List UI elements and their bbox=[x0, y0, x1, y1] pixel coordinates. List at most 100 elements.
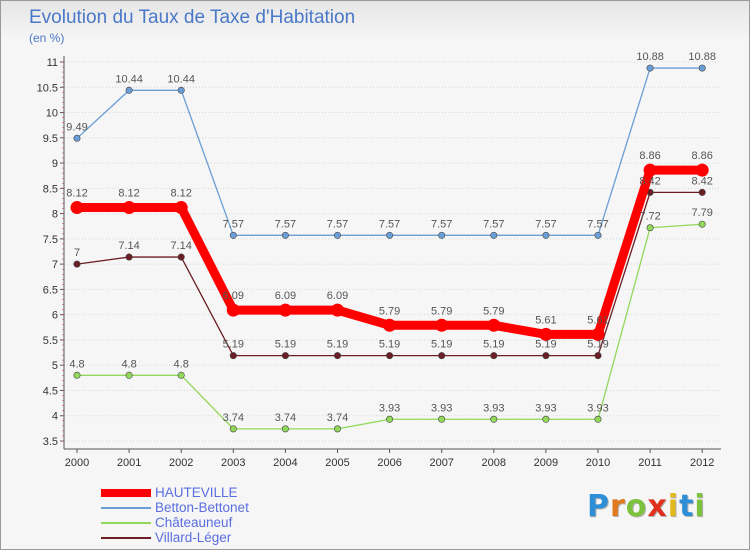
data-label: 10.44 bbox=[115, 73, 143, 85]
y-tick-label: 4 bbox=[52, 411, 58, 423]
logo-letter: x bbox=[647, 489, 668, 524]
y-tick-label: 6.5 bbox=[43, 284, 58, 296]
data-point bbox=[698, 220, 706, 228]
y-tick-label: 8.5 bbox=[43, 183, 58, 195]
data-label: 3.74 bbox=[275, 412, 296, 424]
data-label: 7.57 bbox=[483, 218, 504, 230]
logo-letter: i bbox=[694, 489, 706, 524]
data-label: 7.79 bbox=[691, 207, 712, 219]
x-tick-label: 2004 bbox=[273, 457, 297, 469]
data-point bbox=[229, 425, 237, 433]
y-tick-label: 10 bbox=[46, 108, 58, 120]
data-label: 7.57 bbox=[327, 218, 348, 230]
series-lines bbox=[70, 64, 709, 433]
legend-item: Villard-Léger bbox=[101, 530, 249, 545]
data-point bbox=[73, 134, 81, 142]
data-label: 3.74 bbox=[327, 412, 348, 424]
data-label: 6.09 bbox=[223, 290, 244, 302]
data-label: 8.86 bbox=[691, 150, 712, 162]
data-point bbox=[70, 201, 84, 215]
data-labels: 7 7.14 7.14 5.19 5.19 5.19 5.19 5.19 5.19 5.19 5.1… bbox=[66, 51, 716, 424]
y-tick-label: 6 bbox=[52, 310, 58, 322]
data-point bbox=[177, 253, 185, 261]
y-tick-label: 8 bbox=[52, 209, 58, 221]
data-point bbox=[73, 371, 81, 379]
data-point bbox=[278, 303, 292, 317]
data-label: 3.93 bbox=[483, 402, 504, 414]
logo-letter: t bbox=[679, 489, 695, 524]
data-label: 8.12 bbox=[66, 188, 87, 200]
data-point bbox=[646, 224, 654, 232]
x-tick-label: 2012 bbox=[690, 457, 714, 469]
data-point bbox=[226, 303, 240, 317]
x-tick-label: 2006 bbox=[377, 457, 401, 469]
legend-item: Châteauneuf bbox=[101, 515, 249, 530]
data-label: 3.93 bbox=[587, 402, 608, 414]
logo-letter: o bbox=[625, 489, 648, 524]
data-point bbox=[177, 86, 185, 94]
data-point bbox=[281, 231, 289, 239]
data-point bbox=[591, 327, 605, 341]
x-tick-label: 2005 bbox=[325, 457, 349, 469]
data-point bbox=[539, 327, 553, 341]
y-tick-label: 4.5 bbox=[43, 385, 58, 397]
y-tick-label: 9 bbox=[52, 158, 58, 170]
data-point bbox=[438, 352, 446, 360]
data-label: 5.19 bbox=[379, 339, 400, 351]
data-label: 7.57 bbox=[587, 218, 608, 230]
data-point bbox=[487, 318, 501, 332]
y-tick-label: 11 bbox=[47, 57, 58, 69]
data-label: 5.19 bbox=[223, 339, 244, 351]
data-point bbox=[490, 415, 498, 423]
data-label: 8.42 bbox=[691, 175, 712, 187]
data-point bbox=[490, 352, 498, 360]
data-label: 5.19 bbox=[483, 339, 504, 351]
data-label: 8.86 bbox=[639, 150, 660, 162]
data-point bbox=[695, 163, 709, 177]
legend: HAUTEVILLE Betton-Bettonet Châteauneuf Vill… bbox=[101, 485, 249, 545]
data-point bbox=[386, 231, 394, 239]
data-point bbox=[698, 64, 706, 72]
data-point bbox=[281, 352, 289, 360]
data-point bbox=[281, 425, 289, 433]
x-tick-label: 2001 bbox=[117, 457, 141, 469]
legend-item: HAUTEVILLE bbox=[101, 485, 249, 500]
data-point bbox=[594, 352, 602, 360]
data-label: 3.74 bbox=[223, 412, 244, 424]
axes: 3.5 4 4.5 5 5.5 6 6.5 7 7.5 8 8.5 9 9.5 10 10.5 11 2000 2… bbox=[37, 56, 721, 469]
data-point bbox=[594, 415, 602, 423]
data-point bbox=[122, 201, 136, 215]
data-label: 7.72 bbox=[639, 211, 660, 223]
data-label: 4.8 bbox=[121, 358, 136, 370]
data-point bbox=[542, 352, 550, 360]
chart-unit-label: (en %) bbox=[29, 31, 65, 45]
data-label: 4.8 bbox=[174, 358, 189, 370]
y-tick-label: 5 bbox=[52, 360, 58, 372]
y-tick-label: 10.5 bbox=[37, 82, 58, 94]
legend-label: HAUTEVILLE bbox=[155, 485, 238, 500]
data-label: 10.88 bbox=[688, 51, 716, 63]
data-label: 10.88 bbox=[636, 51, 664, 63]
y-tick-label: 3.5 bbox=[43, 436, 58, 448]
data-label: 4.8 bbox=[69, 358, 84, 370]
legend-swatch bbox=[101, 521, 151, 524]
data-label: 7 bbox=[74, 247, 80, 259]
proxiti-logo: Proxiti bbox=[587, 489, 706, 524]
data-label: 7.57 bbox=[379, 218, 400, 230]
data-point bbox=[542, 415, 550, 423]
data-label: 5.61 bbox=[535, 314, 556, 326]
legend-swatch bbox=[101, 488, 151, 497]
data-label: 8.12 bbox=[118, 188, 139, 200]
data-label: 7.14 bbox=[170, 240, 191, 252]
legend-swatch bbox=[101, 536, 151, 539]
data-label: 5.79 bbox=[483, 305, 504, 317]
data-label: 3.93 bbox=[379, 402, 400, 414]
x-tick-label: 2007 bbox=[429, 457, 453, 469]
data-point bbox=[333, 352, 341, 360]
data-point bbox=[646, 64, 654, 72]
data-label: 5.19 bbox=[327, 339, 348, 351]
data-point bbox=[331, 303, 344, 317]
chart-title: Evolution du Taux de Taxe d'Habitation bbox=[29, 7, 356, 28]
data-label: 7.57 bbox=[431, 218, 452, 230]
x-tick-label: 2000 bbox=[65, 457, 89, 469]
